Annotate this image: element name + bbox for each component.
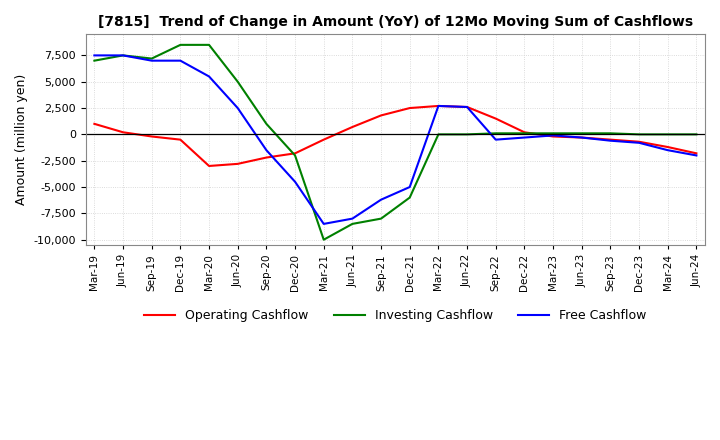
Free Cashflow <box>176 58 185 63</box>
Operating Cashflow <box>262 155 271 160</box>
Free Cashflow <box>119 53 127 58</box>
Free Cashflow <box>262 147 271 153</box>
Free Cashflow <box>606 138 615 143</box>
Legend: Operating Cashflow, Investing Cashflow, Free Cashflow: Operating Cashflow, Investing Cashflow, … <box>139 304 652 327</box>
Investing Cashflow <box>549 131 557 136</box>
Investing Cashflow <box>176 42 185 48</box>
Free Cashflow <box>635 140 644 146</box>
Operating Cashflow <box>233 161 242 166</box>
Free Cashflow <box>692 153 701 158</box>
Investing Cashflow <box>606 131 615 136</box>
Free Cashflow <box>520 135 528 140</box>
Operating Cashflow <box>119 130 127 135</box>
Operating Cashflow <box>377 113 385 118</box>
Investing Cashflow <box>492 131 500 136</box>
Free Cashflow <box>320 221 328 227</box>
Investing Cashflow <box>291 153 300 158</box>
Investing Cashflow <box>148 56 156 61</box>
Operating Cashflow <box>577 135 586 140</box>
Operating Cashflow <box>204 163 213 169</box>
Free Cashflow <box>434 103 443 109</box>
Operating Cashflow <box>606 137 615 142</box>
Free Cashflow <box>233 106 242 111</box>
Free Cashflow <box>405 184 414 190</box>
Free Cashflow <box>148 58 156 63</box>
Investing Cashflow <box>377 216 385 221</box>
Investing Cashflow <box>463 132 472 137</box>
Operating Cashflow <box>320 137 328 142</box>
Y-axis label: Amount (million yen): Amount (million yen) <box>15 74 28 205</box>
Investing Cashflow <box>348 221 356 227</box>
Operating Cashflow <box>148 134 156 139</box>
Investing Cashflow <box>233 79 242 84</box>
Title: [7815]  Trend of Change in Amount (YoY) of 12Mo Moving Sum of Cashflows: [7815] Trend of Change in Amount (YoY) o… <box>98 15 693 29</box>
Investing Cashflow <box>90 58 99 63</box>
Operating Cashflow <box>434 103 443 109</box>
Free Cashflow <box>291 179 300 184</box>
Operating Cashflow <box>405 106 414 111</box>
Investing Cashflow <box>520 131 528 136</box>
Operating Cashflow <box>663 144 672 150</box>
Investing Cashflow <box>204 42 213 48</box>
Investing Cashflow <box>692 132 701 137</box>
Operating Cashflow <box>692 150 701 156</box>
Free Cashflow <box>577 135 586 140</box>
Free Cashflow <box>348 216 356 221</box>
Operating Cashflow <box>549 134 557 139</box>
Free Cashflow <box>463 104 472 110</box>
Free Cashflow <box>549 133 557 138</box>
Investing Cashflow <box>635 132 644 137</box>
Operating Cashflow <box>90 121 99 126</box>
Line: Operating Cashflow: Operating Cashflow <box>94 106 696 166</box>
Line: Free Cashflow: Free Cashflow <box>94 55 696 224</box>
Operating Cashflow <box>492 116 500 121</box>
Investing Cashflow <box>577 131 586 136</box>
Operating Cashflow <box>463 104 472 110</box>
Operating Cashflow <box>291 150 300 156</box>
Investing Cashflow <box>262 121 271 126</box>
Operating Cashflow <box>635 139 644 144</box>
Free Cashflow <box>492 137 500 142</box>
Free Cashflow <box>377 197 385 202</box>
Investing Cashflow <box>119 53 127 58</box>
Free Cashflow <box>663 147 672 153</box>
Line: Investing Cashflow: Investing Cashflow <box>94 45 696 240</box>
Free Cashflow <box>204 74 213 79</box>
Free Cashflow <box>90 53 99 58</box>
Operating Cashflow <box>348 125 356 130</box>
Operating Cashflow <box>520 130 528 135</box>
Investing Cashflow <box>405 195 414 200</box>
Investing Cashflow <box>320 237 328 242</box>
Operating Cashflow <box>176 137 185 142</box>
Investing Cashflow <box>434 132 443 137</box>
Investing Cashflow <box>663 132 672 137</box>
